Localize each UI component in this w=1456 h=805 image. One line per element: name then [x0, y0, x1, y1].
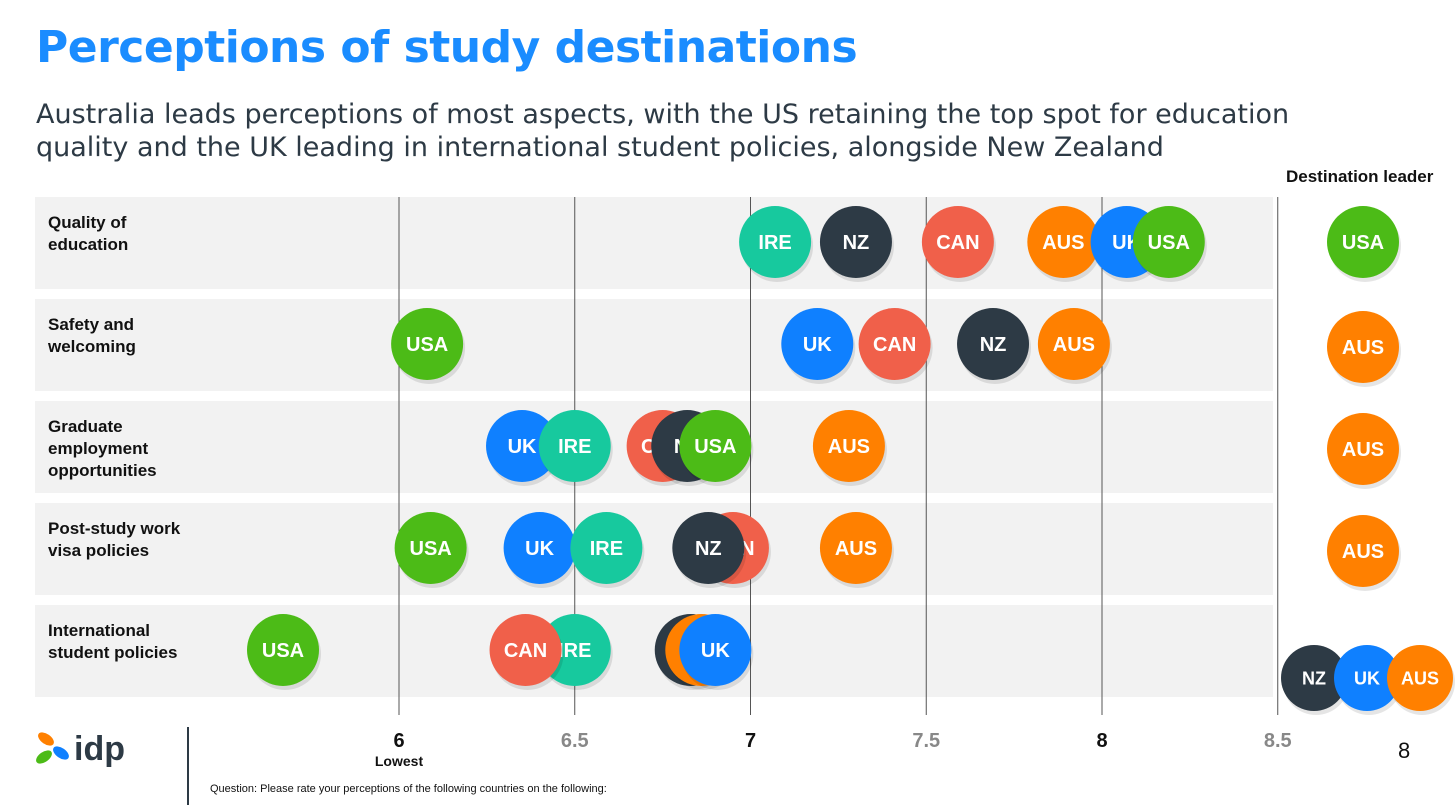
- svg-text:AUS: AUS: [1342, 439, 1384, 461]
- bubble-uk: UK: [679, 614, 754, 690]
- x-tick-label: 8.5: [1264, 730, 1292, 752]
- row-background: [35, 503, 1273, 595]
- idp-logo: idp: [36, 730, 125, 768]
- bubble-can: CAN: [489, 614, 564, 690]
- bubble-uk: UK: [1334, 645, 1402, 715]
- destination-leader-header: Destination leader: [1286, 167, 1434, 186]
- svg-text:UK: UK: [508, 436, 537, 458]
- lowest-label: Lowest: [375, 753, 424, 769]
- idp-logo-text: idp: [74, 730, 125, 768]
- svg-text:IRE: IRE: [590, 538, 623, 560]
- svg-text:NZ: NZ: [980, 334, 1007, 356]
- svg-text:UK: UK: [803, 334, 832, 356]
- bubble-uk: UK: [503, 512, 578, 588]
- bubble-nz: NZ: [819, 206, 894, 282]
- bubble-usa: USA: [1327, 206, 1401, 282]
- bubble-aus: AUS: [1037, 308, 1112, 384]
- svg-text:AUS: AUS: [1042, 232, 1084, 254]
- svg-text:AUS: AUS: [828, 436, 870, 458]
- svg-text:AUS: AUS: [1401, 668, 1439, 688]
- page-subtitle: Australia leads perceptions of most aspe…: [36, 99, 1290, 163]
- svg-text:IRE: IRE: [758, 232, 791, 254]
- bubble-nz: NZ: [957, 308, 1032, 384]
- bubble-aus: AUS: [819, 512, 894, 588]
- row-label: Graduate employment opportunities: [48, 417, 157, 480]
- svg-text:CAN: CAN: [873, 334, 916, 356]
- x-tick-label: 8: [1096, 730, 1107, 752]
- perception-chart: Quality of education Safety and welcoming Gr…: [35, 197, 1455, 769]
- row-label: Post-study work visa policies: [48, 519, 181, 560]
- page-number: 8: [1398, 738, 1411, 763]
- bubble-nz: NZ: [1281, 645, 1349, 715]
- bubble-usa: USA: [1132, 206, 1207, 282]
- row-label: Quality of education: [48, 213, 128, 254]
- svg-text:USA: USA: [1148, 232, 1190, 254]
- bubble-aus: AUS: [812, 410, 887, 486]
- svg-text:USA: USA: [694, 436, 736, 458]
- survey-question: Question: Please rate your perceptions o…: [210, 783, 607, 795]
- svg-text:CAN: CAN: [936, 232, 979, 254]
- svg-text:IRE: IRE: [558, 436, 591, 458]
- bubble-can: CAN: [921, 206, 996, 282]
- bubble-aus: AUS: [1327, 515, 1401, 591]
- svg-text:NZ: NZ: [695, 538, 722, 560]
- x-tick-label: 7.5: [912, 730, 940, 752]
- x-axis-ticks: 6 6.5 7 7.5 8 8.5: [393, 730, 1291, 752]
- bubble-usa: USA: [679, 410, 754, 486]
- svg-text:UK: UK: [525, 538, 554, 560]
- svg-text:USA: USA: [262, 640, 304, 662]
- svg-text:CAN: CAN: [504, 640, 547, 662]
- bubble-aus: AUS: [1327, 311, 1401, 387]
- svg-text:AUS: AUS: [1053, 334, 1095, 356]
- svg-text:UK: UK: [701, 640, 730, 662]
- bubble-ire: IRE: [570, 512, 645, 588]
- bubble-ire: IRE: [538, 614, 613, 690]
- row-background: [35, 605, 1273, 697]
- bubble-aus: AUS: [1387, 645, 1455, 715]
- svg-text:NZ: NZ: [843, 232, 870, 254]
- bubble-ire: IRE: [538, 410, 613, 486]
- svg-text:AUS: AUS: [835, 538, 877, 560]
- bubble-can: CAN: [858, 308, 933, 384]
- footer-divider: [187, 727, 189, 805]
- x-tick-label: 6.5: [561, 730, 589, 752]
- bubble-uk: UK: [781, 308, 856, 384]
- svg-text:UK: UK: [1354, 668, 1380, 688]
- svg-text:NZ: NZ: [1302, 668, 1326, 688]
- bubble-ire: IRE: [739, 206, 814, 282]
- svg-text:USA: USA: [1342, 232, 1384, 254]
- row-label: Safety and welcoming: [47, 315, 136, 356]
- x-tick-label: 6: [393, 730, 404, 752]
- bubble-usa: USA: [247, 614, 322, 690]
- bubble-usa: USA: [394, 512, 469, 588]
- svg-text:IRE: IRE: [558, 640, 591, 662]
- row-labels: Quality of education Safety and welcoming Gr…: [47, 213, 181, 662]
- page-title: Perceptions of study destinations: [36, 22, 858, 73]
- svg-text:AUS: AUS: [1342, 541, 1384, 563]
- bubble-aus: AUS: [1327, 413, 1401, 489]
- svg-text:AUS: AUS: [1342, 337, 1384, 359]
- bubble-usa: USA: [391, 308, 466, 384]
- row-label: International student policies: [48, 621, 177, 662]
- bubble-nz: NZ: [672, 512, 747, 588]
- country-bubbles: IRE NZ CAN AUS UK USA USA UK CAN NZ AUS UK IRE CAN NZ U…: [247, 206, 1207, 690]
- idp-logo-mark-icon: [36, 732, 69, 764]
- svg-text:USA: USA: [410, 538, 452, 560]
- svg-text:USA: USA: [406, 334, 448, 356]
- bubble-aus: AUS: [1027, 206, 1102, 282]
- destination-leaders: USA AUS AUS AUS NZ UK AUS: [1281, 206, 1455, 715]
- x-tick-label: 7: [745, 730, 756, 752]
